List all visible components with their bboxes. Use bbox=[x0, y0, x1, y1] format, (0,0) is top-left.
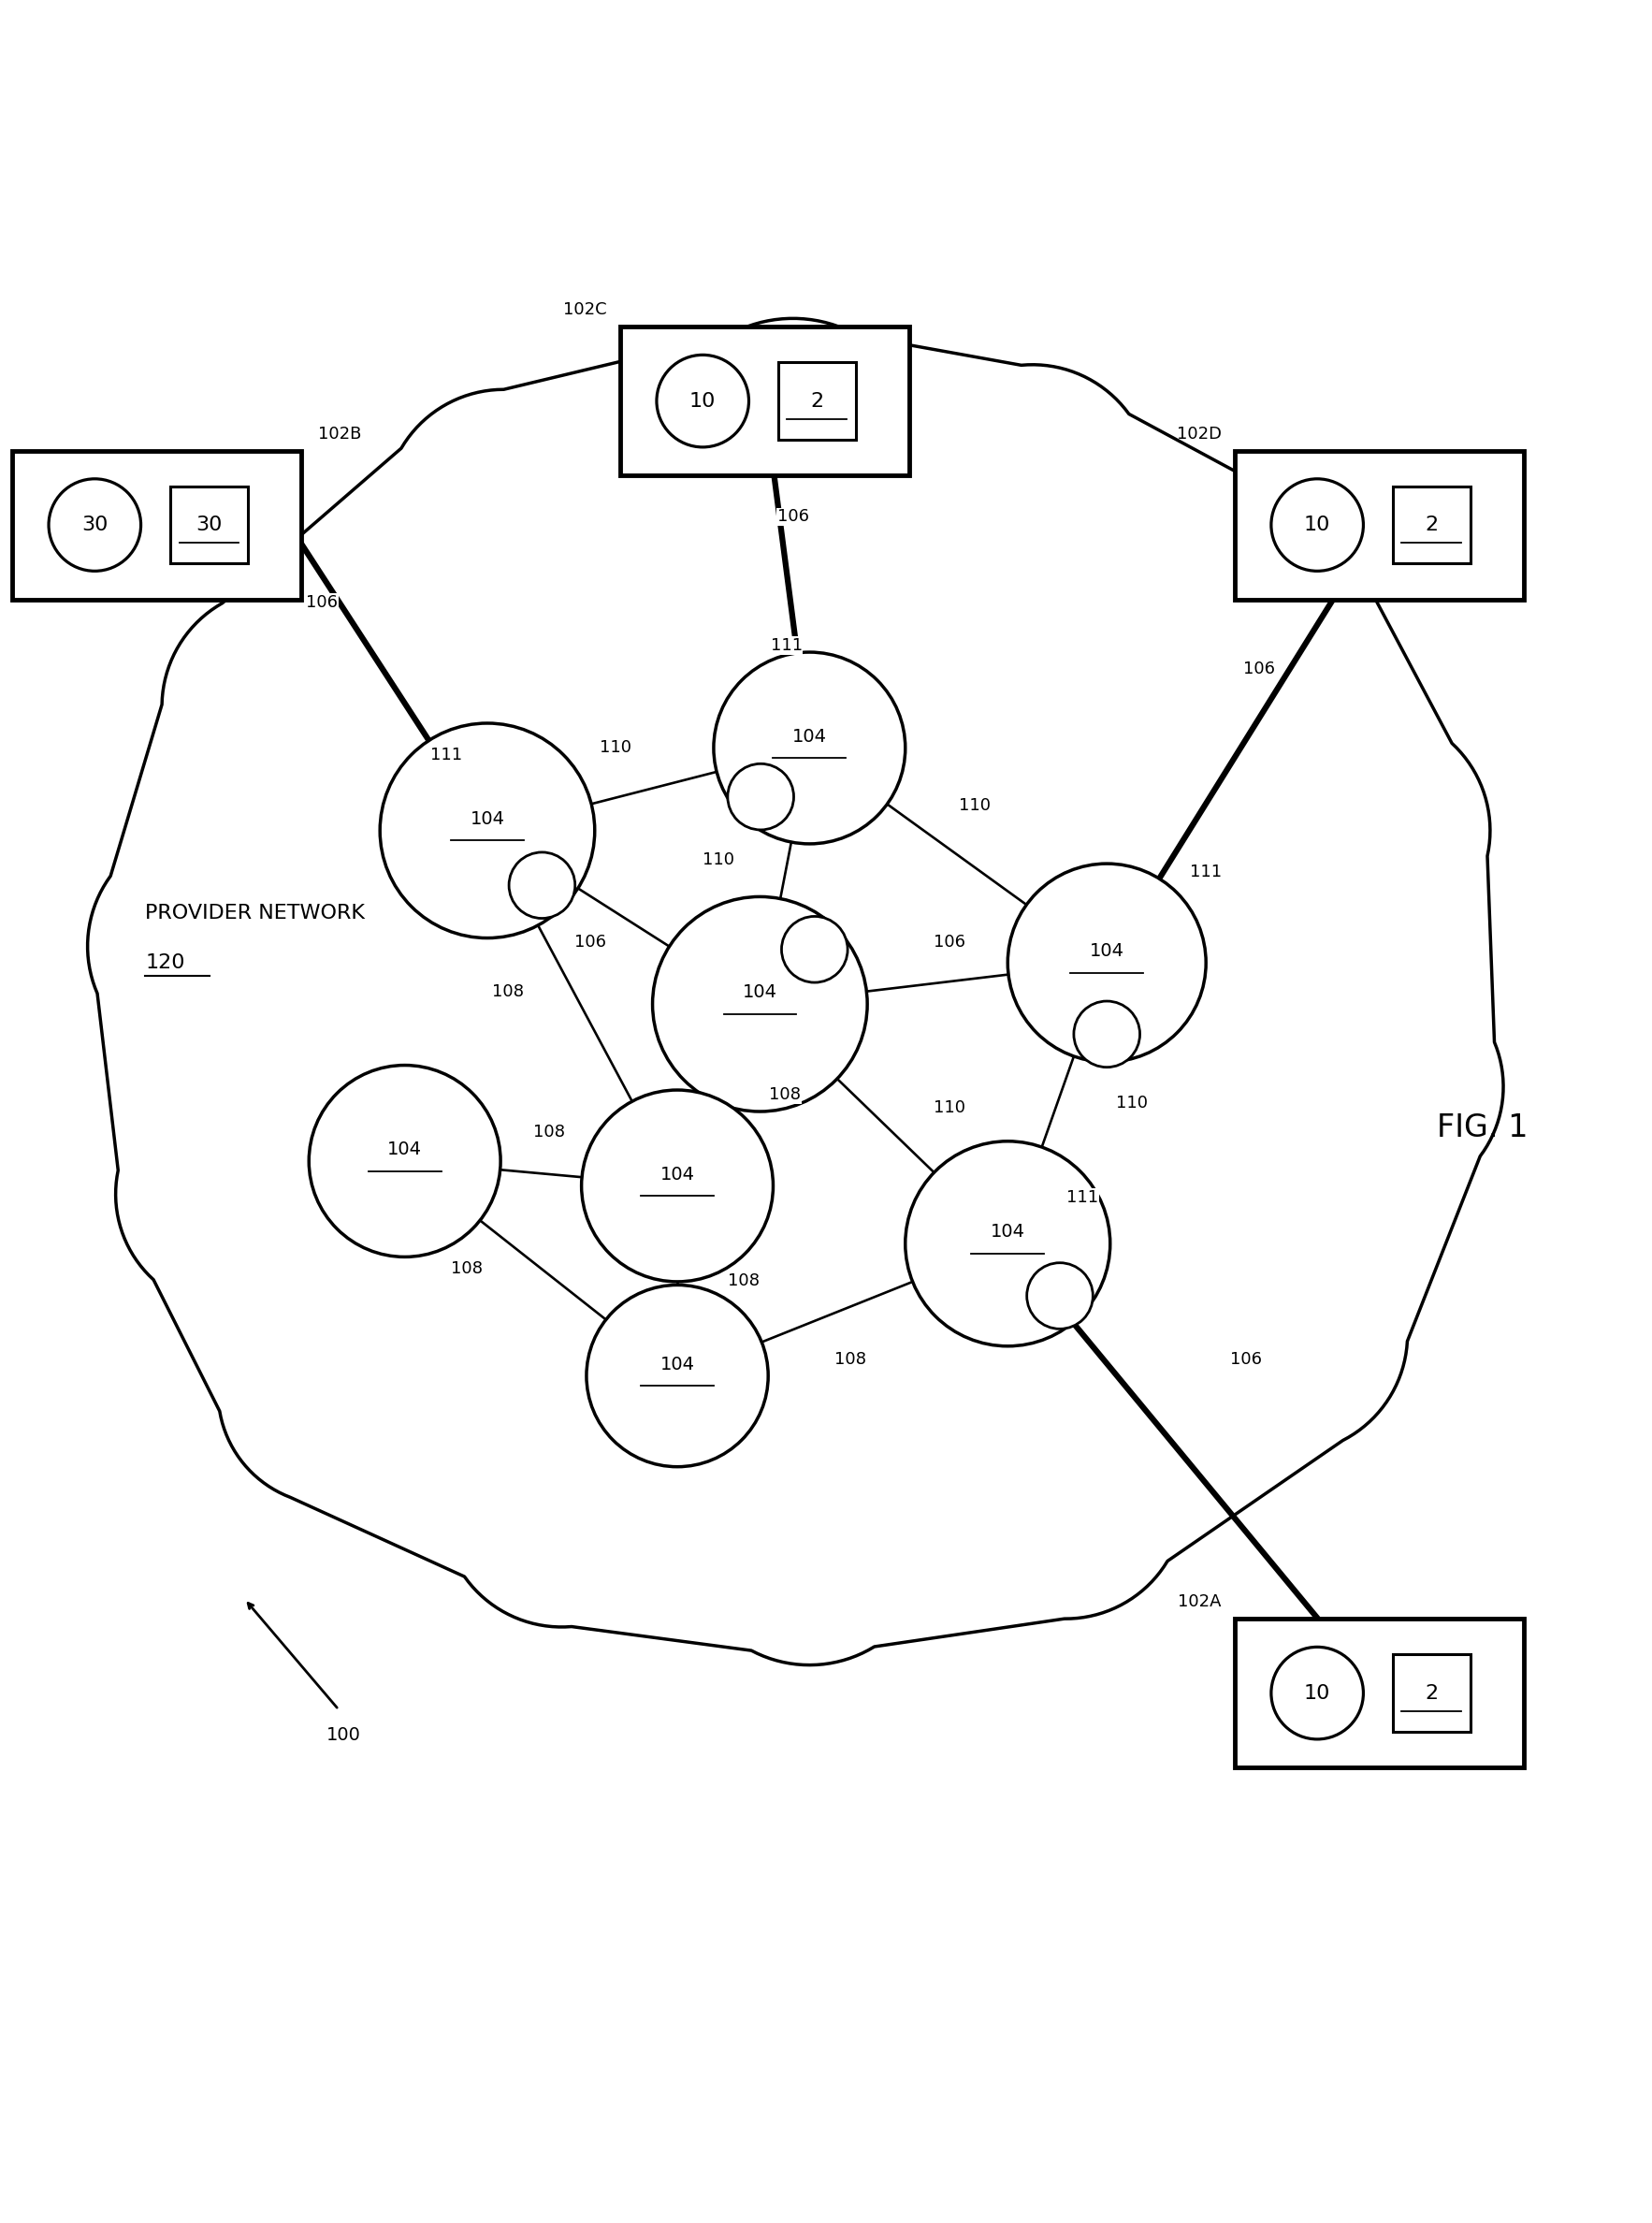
FancyBboxPatch shape bbox=[778, 362, 856, 440]
Text: 111: 111 bbox=[770, 638, 803, 654]
FancyBboxPatch shape bbox=[1393, 1654, 1470, 1732]
Text: 100: 100 bbox=[327, 1725, 360, 1743]
Text: 106: 106 bbox=[1229, 1352, 1262, 1367]
Text: 102C: 102C bbox=[563, 302, 608, 318]
Text: 104: 104 bbox=[743, 983, 776, 1000]
FancyBboxPatch shape bbox=[13, 451, 302, 600]
Circle shape bbox=[1270, 1647, 1363, 1738]
Circle shape bbox=[1074, 1000, 1140, 1067]
Text: 10: 10 bbox=[1303, 1683, 1330, 1703]
Text: 2: 2 bbox=[1426, 516, 1437, 534]
Text: 102A: 102A bbox=[1178, 1594, 1221, 1609]
Text: 108: 108 bbox=[834, 1352, 867, 1367]
Text: 10: 10 bbox=[689, 391, 715, 411]
Text: 2: 2 bbox=[811, 391, 823, 411]
Text: 108: 108 bbox=[727, 1272, 760, 1289]
Text: 111: 111 bbox=[1066, 1189, 1099, 1205]
Text: PROVIDER NETWORK: PROVIDER NETWORK bbox=[145, 905, 365, 923]
Text: 106: 106 bbox=[933, 934, 966, 951]
Circle shape bbox=[1008, 865, 1206, 1063]
FancyBboxPatch shape bbox=[1234, 1618, 1523, 1767]
Text: 104: 104 bbox=[661, 1356, 694, 1374]
Circle shape bbox=[586, 1285, 768, 1467]
Text: 104: 104 bbox=[991, 1223, 1024, 1240]
Text: 102B: 102B bbox=[317, 425, 362, 442]
Circle shape bbox=[653, 896, 867, 1112]
Text: 111: 111 bbox=[430, 747, 463, 762]
Text: 104: 104 bbox=[661, 1165, 694, 1183]
Circle shape bbox=[714, 651, 905, 845]
Text: 104: 104 bbox=[388, 1140, 421, 1158]
Text: 108: 108 bbox=[534, 1125, 565, 1140]
Text: 108: 108 bbox=[492, 983, 524, 1000]
Circle shape bbox=[380, 722, 595, 938]
Circle shape bbox=[905, 1140, 1110, 1347]
Text: 108: 108 bbox=[451, 1260, 482, 1276]
FancyBboxPatch shape bbox=[1234, 451, 1523, 600]
Circle shape bbox=[309, 1065, 501, 1256]
Text: 108: 108 bbox=[768, 1087, 801, 1103]
Text: 104: 104 bbox=[1090, 943, 1123, 960]
Circle shape bbox=[781, 916, 847, 983]
Text: 110: 110 bbox=[702, 851, 735, 867]
Text: 110: 110 bbox=[600, 740, 631, 756]
Text: 110: 110 bbox=[933, 1098, 966, 1116]
Circle shape bbox=[1270, 478, 1363, 571]
Circle shape bbox=[509, 851, 575, 918]
Text: 102D: 102D bbox=[1176, 425, 1221, 442]
Circle shape bbox=[582, 1089, 773, 1283]
FancyBboxPatch shape bbox=[621, 327, 909, 476]
Text: 110: 110 bbox=[1115, 1094, 1148, 1112]
Text: FIG. 1: FIG. 1 bbox=[1437, 1112, 1528, 1143]
FancyBboxPatch shape bbox=[170, 487, 248, 565]
Text: 106: 106 bbox=[306, 594, 339, 611]
Text: 104: 104 bbox=[471, 809, 504, 827]
Text: 2: 2 bbox=[1426, 1683, 1437, 1703]
Text: 10: 10 bbox=[1303, 516, 1330, 534]
Text: 104: 104 bbox=[793, 727, 826, 745]
Text: 30: 30 bbox=[195, 516, 223, 534]
Circle shape bbox=[727, 765, 793, 829]
Circle shape bbox=[1028, 1263, 1094, 1329]
Circle shape bbox=[48, 478, 140, 571]
Text: 111: 111 bbox=[1189, 863, 1222, 880]
Text: 110: 110 bbox=[958, 798, 991, 814]
Text: 106: 106 bbox=[776, 509, 809, 525]
Text: 106: 106 bbox=[1242, 660, 1275, 678]
Text: 106: 106 bbox=[575, 934, 606, 951]
Text: 120: 120 bbox=[145, 954, 185, 971]
Circle shape bbox=[656, 356, 748, 447]
Text: 30: 30 bbox=[81, 516, 107, 534]
FancyBboxPatch shape bbox=[1393, 487, 1470, 565]
